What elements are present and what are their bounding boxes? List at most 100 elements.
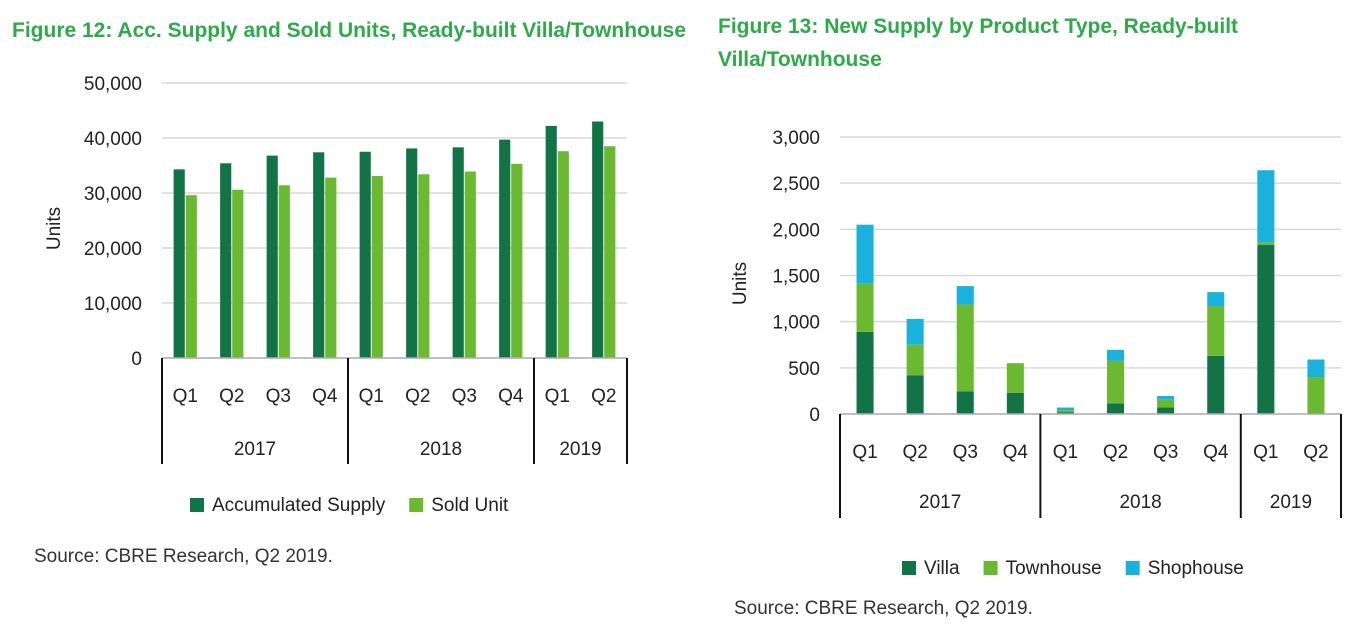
fig13-category-label: Q1 (1253, 442, 1278, 463)
fig12-category-label: Q4 (498, 386, 524, 407)
fig12-ylabel: Units (44, 207, 65, 250)
fig12-bar-accumulated-supply (592, 121, 604, 358)
fig13-bar-townhouse (1056, 410, 1074, 413)
fig13-bar-villa (1257, 245, 1275, 414)
fig12-bar-accumulated-supply (220, 163, 232, 358)
fig12-bar-accumulated-supply (359, 151, 371, 358)
fig12-category-label: Q4 (312, 386, 338, 407)
fig13-bar-townhouse (1207, 305, 1225, 356)
fig12-category-label: Q1 (173, 386, 198, 407)
fig12-bar-sold-unit (185, 195, 197, 358)
fig12-category-label: Q3 (452, 386, 477, 407)
fig13-bar-shophouse (1157, 395, 1175, 400)
figure-13-source: Source: CBRE Research, Q2 2019. (734, 598, 1033, 619)
fig13-bar-villa (1157, 407, 1175, 414)
figure-13-chart: 0 500 1,000 1,500 2,000 2,500 3,000 Units Q1 Q2 Q3… (730, 128, 1342, 579)
fig13-group-label: 2018 (1119, 492, 1161, 513)
fig13-bar-townhouse (956, 304, 974, 392)
fig13-category-label: Q4 (1003, 442, 1029, 463)
fig12-category-label: Q2 (591, 386, 616, 407)
fig13-bar-shophouse (1257, 170, 1275, 243)
fig13-bar-shophouse (1107, 349, 1125, 361)
fig13-bar-villa (1107, 403, 1125, 414)
fig13-bar-townhouse (906, 344, 924, 376)
fig13-bar-villa (1006, 392, 1024, 414)
fig12-bar-accumulated-supply (266, 155, 278, 358)
fig13-bar-townhouse (856, 283, 874, 332)
fig13-bar-villa (956, 391, 974, 414)
fig13-group-label: 2017 (919, 492, 961, 513)
figure-13-title: Figure 13: New Supply by Product Type, R… (718, 15, 1239, 71)
fig12-bar-sold-unit (604, 146, 616, 358)
fig13-category-label: Q3 (1153, 442, 1178, 463)
fig13-ytick-label: 3,000 (772, 128, 820, 149)
fig12-bar-accumulated-supply (452, 147, 464, 358)
fig13-legend-swatch (1125, 561, 1140, 575)
fig13-bar-shophouse (956, 286, 974, 305)
fig12-legend-swatch (190, 498, 204, 512)
fig13-group-label: 2019 (1270, 492, 1312, 513)
fig12-group-label: 2017 (234, 439, 276, 460)
fig12-group-label: 2018 (420, 439, 462, 460)
fig13-category-label: Q1 (1053, 442, 1078, 463)
fig13-legend-swatch (983, 561, 998, 575)
fig12-category-label: Q3 (266, 386, 291, 407)
fig12-bar-accumulated-supply (313, 152, 325, 358)
fig13-bar-shophouse (906, 318, 924, 345)
fig13-ytick-label: 500 (788, 359, 820, 380)
fig13-bar-townhouse (1006, 363, 1024, 393)
fig13-bar-shophouse (1207, 292, 1225, 306)
fig13-bar-villa (1056, 412, 1074, 414)
fig13-bar-villa (1207, 355, 1225, 414)
fig12-legend-label: Accumulated Supply (212, 495, 386, 516)
fig12-legend-swatch (409, 498, 424, 512)
fig12-ytick-label: 40,000 (84, 129, 142, 150)
fig13-legend-label: Shophouse (1148, 558, 1244, 579)
fig13-bar-townhouse (1107, 360, 1125, 404)
fig13-bar-townhouse (1157, 399, 1175, 408)
fig12-bar-sold-unit (511, 163, 523, 358)
fig13-ylabel: Units (730, 262, 751, 305)
fig12-ytick-label: 30,000 (84, 184, 142, 205)
fig13-bar-shophouse (1307, 359, 1325, 378)
fig12-bar-sold-unit (557, 151, 569, 358)
fig12-legend-label: Sold Unit (431, 495, 509, 516)
fig12-ytick-label: 0 (131, 349, 142, 370)
fig12-bar-sold-unit (232, 189, 244, 358)
fig12-bar-accumulated-supply (406, 148, 418, 358)
fig13-category-label: Q4 (1203, 442, 1229, 463)
fig13-bar-shophouse (1056, 407, 1074, 411)
fig12-bar-accumulated-supply (499, 139, 511, 358)
fig13-bar-townhouse (1307, 377, 1325, 414)
fig13-legend-label: Townhouse (1006, 558, 1102, 579)
fig12-bar-sold-unit (371, 175, 383, 358)
fig12-bar-accumulated-supply (545, 125, 557, 359)
fig12-category-label: Q2 (219, 386, 244, 407)
fig13-legend-swatch (902, 561, 916, 575)
fig13-ytick-label: 1,000 (772, 313, 820, 334)
fig13-ytick-label: 1,500 (772, 267, 820, 288)
fig12-category-label: Q1 (545, 386, 570, 407)
fig12-bar-sold-unit (464, 171, 476, 358)
fig13-bar-shophouse (856, 224, 874, 284)
fig13-ytick-label: 2,500 (772, 174, 820, 195)
fig13-bar-townhouse (1257, 242, 1275, 246)
fig12-bar-sold-unit (325, 177, 337, 358)
fig13-bar-villa (906, 375, 924, 414)
figure-12-chart: 0 10,000 20,000 30,000 40,000 50,000 Units Q1 Q2… (44, 74, 628, 516)
fig13-category-label: Q2 (902, 442, 927, 463)
fig12-ytick-label: 50,000 (84, 74, 142, 95)
fig13-ytick-label: 0 (809, 405, 820, 426)
fig13-category-label: Q1 (852, 442, 877, 463)
fig12-ytick-label: 20,000 (84, 239, 142, 260)
figure-12-source: Source: CBRE Research, Q2 2019. (34, 546, 333, 567)
fig12-category-label: Q1 (359, 386, 384, 407)
fig13-category-label: Q2 (1303, 442, 1328, 463)
fig12-bar-accumulated-supply (173, 169, 185, 358)
fig12-bar-sold-unit (418, 174, 430, 358)
fig13-bar-villa (856, 331, 874, 414)
fig13-category-label: Q2 (1103, 442, 1128, 463)
fig12-group-label: 2019 (559, 439, 601, 460)
fig12-ytick-label: 10,000 (84, 294, 142, 315)
fig12-bar-sold-unit (278, 185, 290, 358)
